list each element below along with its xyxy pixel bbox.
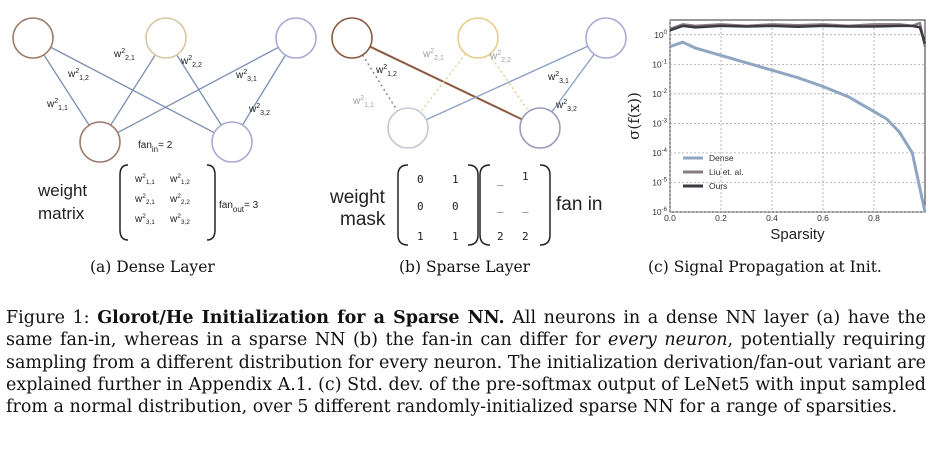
- legend-label: Liu et. al.: [709, 167, 744, 177]
- svg-text:w23,1: w23,1: [134, 213, 155, 226]
- svg-text:w22,2: w22,2: [489, 50, 511, 64]
- svg-text:w22,2: w22,2: [180, 55, 202, 69]
- svg-text:2: 2: [497, 230, 504, 243]
- svg-text:w21,1: w21,1: [46, 98, 68, 112]
- x-tick-label: 0.6: [817, 213, 829, 223]
- svg-text:1: 1: [417, 230, 424, 243]
- svg-text:w21,2: w21,2: [375, 64, 397, 78]
- svg-text:2: 2: [522, 230, 529, 243]
- y-tick-label: 10-4: [652, 148, 667, 158]
- figure-panels: w21,2 w21,1 w22,1 w22,2 w23,1 w23,2 fani…: [12, 17, 927, 246]
- series-line-ours: [669, 24, 927, 44]
- sparse-input-neuron-1: [331, 17, 373, 59]
- y-tick-label: 10-3: [652, 118, 667, 128]
- input-neuron-1: [12, 17, 54, 59]
- x-tick-label: 0.8: [868, 213, 880, 223]
- svg-text:1: 1: [452, 173, 459, 186]
- sparse-input-neuron-2: [457, 17, 499, 59]
- input-neuron-2: [145, 17, 187, 59]
- svg-text:w21,1: w21,1: [134, 173, 155, 186]
- dense-edge-labels: w21,2 w21,1 w22,1 w22,2 w23,1 w23,2: [46, 48, 270, 117]
- y-tick-label: 100: [654, 30, 667, 40]
- svg-text:0: 0: [452, 200, 459, 213]
- caption-c: (c) Signal Propagation at Init.: [648, 258, 882, 276]
- input-neuron-3: [275, 17, 317, 59]
- svg-text:w22,1: w22,1: [113, 48, 135, 62]
- svg-text:fan in: fan in: [556, 194, 602, 215]
- output-neuron-1: [79, 121, 121, 163]
- svg-text:w22,1: w22,1: [134, 193, 155, 206]
- svg-text:w21,2: w21,2: [169, 173, 190, 186]
- caption-a: (a) Dense Layer: [90, 258, 215, 276]
- svg-text:fanout= 3: fanout= 3: [219, 200, 259, 214]
- svg-text:fanin= 2: fanin= 2: [138, 140, 173, 154]
- x-axis-label: Sparsity: [770, 226, 825, 243]
- signal-propagation-chart: 0.0 0.2 0.4 0.6 0.8 100 10-1 10-2 10-3 10-4 10-5 10…: [625, 19, 927, 243]
- svg-text:w23,1: w23,1: [547, 71, 569, 85]
- y-tick-label: 10-2: [652, 89, 667, 99]
- dense-layer-diagram: w21,2 w21,1 w22,1 w22,2 w23,1 w23,2 fani…: [12, 17, 317, 241]
- y-tick-label: 10-1: [652, 59, 667, 69]
- x-tick-label: 0.2: [715, 213, 727, 223]
- x-tick-label: 0.4: [766, 213, 778, 223]
- sparse-layer-diagram: w21,2 w21,1 w22,1 w22,2 w23,1 w23,2 weig…: [329, 17, 627, 246]
- y-tick-label: 10-6: [652, 207, 667, 217]
- sparse-input-neuron-3: [585, 17, 627, 59]
- weight-label: weight: [37, 181, 87, 200]
- svg-text:w23,2: w23,2: [248, 103, 270, 117]
- svg-text:w23,2: w23,2: [169, 213, 190, 226]
- svg-text:w23,1: w23,1: [235, 69, 257, 83]
- svg-text:_: _: [522, 200, 529, 213]
- matrix-label: matrix: [38, 204, 85, 223]
- svg-text:0: 0: [417, 173, 424, 186]
- svg-text:w22,2: w22,2: [169, 193, 190, 206]
- svg-text:_: _: [497, 200, 504, 213]
- svg-text:w21,2: w21,2: [67, 68, 89, 82]
- caption-b: (b) Sparse Layer: [399, 258, 531, 276]
- svg-text:w22,1: w22,1: [422, 48, 444, 62]
- sparse-output-neuron-1: [387, 107, 429, 149]
- sparse-output-neuron-2: [519, 107, 561, 149]
- figure-caption: Figure 1: Glorot/He Initialization for a…: [6, 308, 927, 418]
- output-neuron-2: [211, 121, 253, 163]
- svg-text:0: 0: [417, 200, 424, 213]
- y-axis-label: σ(f(x)): [625, 92, 643, 140]
- legend-label: Ours: [709, 181, 727, 191]
- y-tick-label: 10-5: [652, 177, 667, 187]
- svg-text:w21,1: w21,1: [352, 95, 374, 109]
- series-line-dense: [669, 40, 927, 213]
- svg-text:1: 1: [522, 170, 529, 183]
- x-tick-label: 0.0: [664, 213, 676, 223]
- legend-label: Dense: [709, 153, 734, 163]
- svg-text:weight: weight: [329, 187, 386, 208]
- svg-text:_: _: [497, 173, 504, 186]
- svg-text:w23,2: w23,2: [555, 99, 577, 113]
- svg-text:mask: mask: [340, 209, 386, 230]
- svg-text:1: 1: [452, 230, 459, 243]
